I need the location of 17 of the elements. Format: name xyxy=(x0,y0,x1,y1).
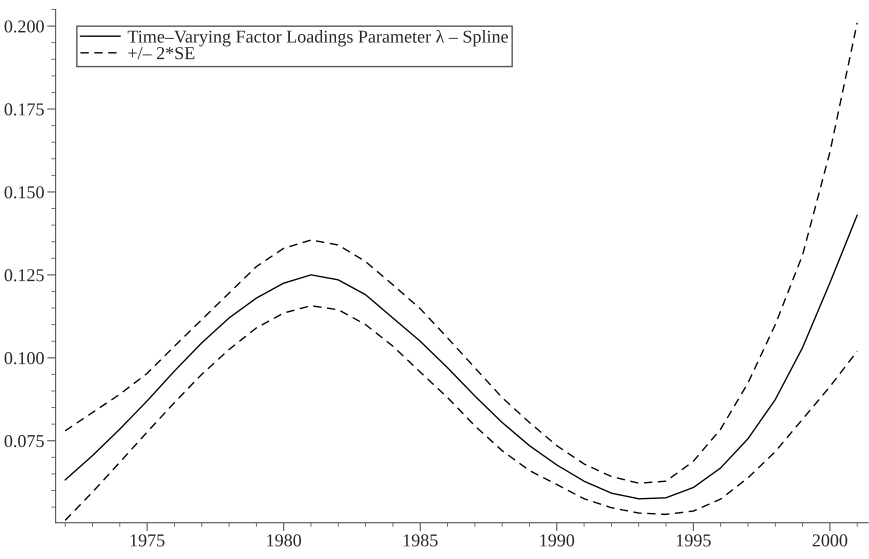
y-tick-label: 0.100 xyxy=(4,352,44,364)
y-tick-label: 0.075 xyxy=(4,434,44,448)
x-tick-label: 1990 xyxy=(540,534,574,546)
y-tick-label: 0.150 xyxy=(4,186,44,198)
line-series xyxy=(64,305,858,522)
line-series xyxy=(64,214,858,500)
y-tick-label: 0.125 xyxy=(4,269,44,282)
legend-label: +/– 2*SE xyxy=(128,47,194,60)
x-tick-label: 1985 xyxy=(404,534,438,546)
legend-label: Time–Varying Factor Loadings Parameter λ – Spline xyxy=(128,30,508,46)
x-tick-label: 2000 xyxy=(812,534,848,546)
x-tick-label: 1995 xyxy=(676,534,711,546)
x-tick-label: 1975 xyxy=(130,534,164,546)
y-tick-label: 0.200 xyxy=(4,20,44,33)
y-tick-label: 0.175 xyxy=(4,103,44,116)
line-series xyxy=(64,22,858,484)
x-tick-label: 1980 xyxy=(267,534,302,546)
